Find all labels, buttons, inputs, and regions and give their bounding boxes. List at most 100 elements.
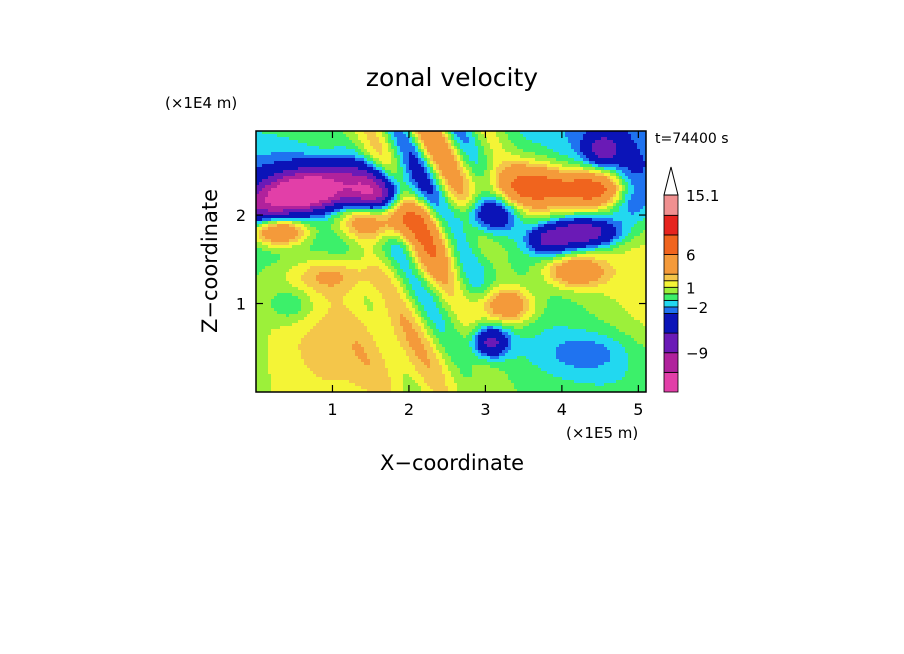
field-cell [511,236,515,240]
field-cell [508,170,512,174]
field-cell [613,173,617,177]
field-cell [478,164,482,168]
field-cell [544,158,548,162]
field-cell [562,239,566,243]
field-cell [466,182,470,186]
field-cell [376,233,380,237]
field-cell [574,167,578,171]
field-cell [400,158,404,162]
field-cell [613,239,617,243]
field-cell [496,209,500,213]
field-cell [358,245,362,249]
field-cell [355,215,359,219]
field-cell [340,188,344,192]
field-cell [325,212,329,216]
field-cell [277,173,281,177]
field-cell [274,158,278,162]
field-cell [418,155,422,159]
field-cell [388,176,392,180]
field-cell [481,191,485,195]
field-cell [601,233,605,237]
field-cell [286,188,290,192]
field-cell [442,221,446,225]
field-cell [493,176,497,180]
field-cell [433,131,437,135]
field-cell [403,194,407,198]
field-cell [547,242,551,246]
field-cell [631,167,635,171]
field-cell [316,230,320,234]
field-cell [562,176,566,180]
field-cell [355,137,359,141]
field-cell [565,191,569,195]
field-cell [385,179,389,183]
field-cell [286,227,290,231]
field-cell [364,206,368,210]
field-cell [460,242,464,246]
field-cell [553,131,557,135]
field-cell [550,209,554,213]
field-cell [439,149,443,153]
field-cell [334,218,338,222]
field-cell [427,137,431,141]
field-cell [337,143,341,147]
field-cell [535,209,539,213]
field-cell [280,203,284,207]
field-cell [529,236,533,240]
field-cell [508,176,512,180]
field-cell [598,242,602,246]
field-cell [355,197,359,201]
field-cell [448,236,452,240]
field-cell [367,227,371,231]
field-cell [457,224,461,228]
field-cell [583,194,587,198]
field-cell [640,164,644,168]
field-cell [637,146,641,150]
field-cell [334,206,338,210]
field-cell [565,239,569,243]
field-cell [436,233,440,237]
field-cell [385,137,389,141]
field-cell [415,224,419,228]
field-cell [418,212,422,216]
field-cell [283,131,287,135]
field-cell [457,161,461,165]
field-cell [562,188,566,192]
field-cell [256,209,260,213]
field-cell [379,137,383,141]
velocity-field [256,131,647,393]
field-cell [316,158,320,162]
field-cell [451,134,455,138]
field-cell [322,239,326,243]
field-cell [577,188,581,192]
field-cell [325,230,329,234]
field-cell [553,203,557,207]
field-cell [427,197,431,201]
field-cell [637,191,641,195]
field-cell [346,188,350,192]
field-cell [265,203,269,207]
field-cell [463,230,467,234]
field-cell [601,158,605,162]
field-cell [286,158,290,162]
field-cell [409,176,413,180]
field-cell [628,218,632,222]
field-cell [445,179,449,183]
field-cell [310,155,314,159]
field-cell [301,179,305,183]
field-cell [502,158,506,162]
field-cell [310,227,314,231]
field-cell [361,149,365,153]
field-cell [310,209,314,213]
field-cell [505,197,509,201]
field-cell [289,209,293,213]
field-cell [370,206,374,210]
field-cell [472,146,476,150]
field-cell [316,188,320,192]
field-cell [400,233,404,237]
field-cell [379,140,383,144]
field-cell [394,197,398,201]
field-cell [349,245,353,249]
field-cell [610,224,614,228]
field-cell [433,167,437,171]
